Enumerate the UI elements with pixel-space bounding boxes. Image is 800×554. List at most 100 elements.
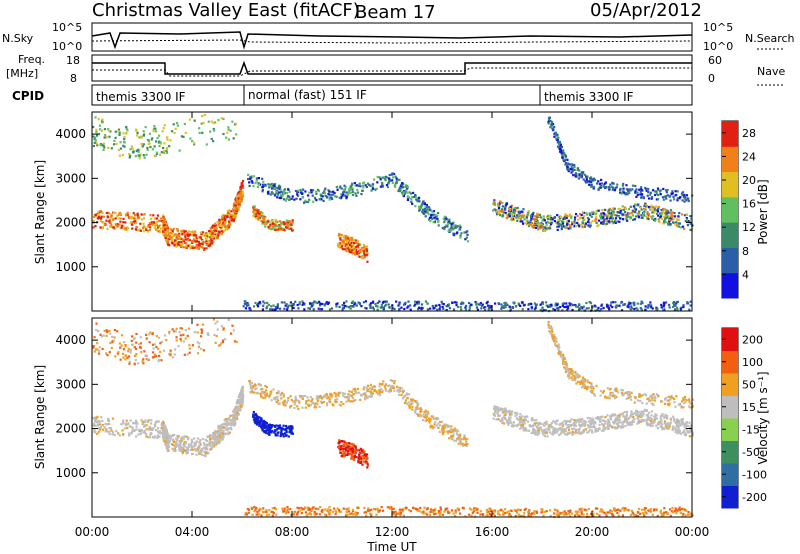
echo-cell: [280, 190, 283, 193]
echo-cell: [166, 229, 169, 232]
echo-cell: [682, 195, 685, 198]
echo-cell: [536, 214, 539, 217]
echo-cell: [268, 220, 271, 223]
echo-cell: [651, 215, 655, 218]
echo-cell: [585, 301, 588, 305]
echo-cell: [620, 212, 623, 215]
echo-cell: [376, 305, 379, 308]
echo-cell: [269, 308, 272, 311]
echo-cell: [399, 389, 402, 393]
echo-cell: [666, 209, 669, 213]
echo-cell: [231, 218, 234, 222]
echo-cell: [162, 225, 165, 228]
echo-cell: [97, 427, 101, 430]
echo-cell: [212, 237, 216, 240]
echo-cell: [376, 181, 379, 184]
echo-cell: [655, 209, 658, 212]
echo-cell: [662, 187, 665, 191]
echo-cell: [223, 219, 227, 222]
echo-cell: [458, 224, 462, 227]
echo-cell: [328, 190, 331, 193]
echo-cell: [351, 396, 354, 400]
echo-cell: [254, 422, 257, 425]
echo-cell: [578, 225, 581, 228]
echo-cell: [574, 175, 577, 178]
echo-cell: [225, 428, 228, 431]
echo-cell: [523, 214, 526, 217]
echo-cell: [501, 214, 505, 217]
echo-cell: [664, 221, 667, 224]
echo-cell: [641, 302, 644, 305]
echo-cell: [102, 148, 105, 152]
echo-cell: [169, 436, 172, 439]
echo-cell: [185, 245, 188, 248]
echo-cell: [558, 218, 561, 221]
echo-cell: [565, 163, 569, 166]
echo-cell: [191, 344, 195, 347]
echo-cell: [362, 388, 365, 391]
echo-cell: [272, 304, 275, 307]
echo-cell: [587, 307, 590, 310]
echo-cell: [211, 236, 214, 239]
echo-cell: [586, 175, 589, 178]
echo-cell: [213, 227, 216, 230]
echo-cell: [364, 251, 368, 254]
echo-cell: [368, 183, 371, 187]
echo-cell: [639, 193, 642, 196]
echo-cell: [162, 127, 165, 130]
echo-cell: [168, 235, 172, 239]
echo-cell: [228, 222, 232, 225]
echo-cell: [599, 185, 602, 188]
echo-cell: [429, 307, 432, 310]
echo-cell: [534, 304, 538, 307]
echo-cell: [499, 201, 503, 204]
echo-cell: [487, 308, 490, 311]
echo-cell: [560, 226, 563, 229]
echo-cell: [631, 184, 635, 187]
echo-cell: [620, 301, 623, 304]
echo-cell: [114, 130, 117, 133]
echo-cell: [212, 431, 215, 435]
echo-cell: [133, 214, 137, 217]
echo-cell: [396, 385, 399, 388]
cpid-segment-2: normal (fast) 151 IF: [248, 88, 367, 102]
nsky-tick-low: 10^0: [52, 40, 82, 53]
echo-cell: [296, 193, 299, 196]
echo-cell: [93, 336, 96, 339]
echo-cell: [353, 251, 356, 254]
echo-cell: [226, 210, 229, 213]
echo-cell: [375, 187, 378, 190]
echo-cell: [527, 221, 530, 225]
echo-cell: [512, 213, 515, 216]
echo-cell: [153, 355, 156, 358]
echo-cell: [538, 214, 541, 218]
echo-cell: [129, 148, 132, 151]
echo-cell: [193, 331, 196, 334]
echo-cell: [221, 339, 225, 342]
echo-cell: [669, 194, 672, 197]
echo-cell: [609, 218, 613, 222]
echo-cell: [668, 211, 671, 214]
echo-cell: [165, 429, 168, 432]
echo-cell: [96, 348, 99, 351]
echo-cell: [369, 383, 372, 386]
echo-cell: [191, 234, 194, 237]
echo-cell: [357, 246, 360, 249]
echo-cell: [201, 329, 204, 332]
echo-cell: [303, 394, 307, 397]
echo-cell: [145, 228, 148, 231]
echo-cell: [486, 304, 490, 307]
echo-cell: [591, 212, 594, 215]
echo-cell: [185, 451, 188, 454]
nsearch-trace: [91, 39, 693, 44]
echo-cell: [240, 182, 244, 185]
echo-cell: [216, 432, 219, 435]
echo-cell: [154, 225, 157, 228]
echo-cell: [128, 432, 131, 435]
echo-cell: [267, 225, 270, 229]
echo-cell: [362, 248, 365, 252]
echo-cell: [99, 219, 102, 223]
echo-cell: [99, 209, 102, 213]
echo-cell: [343, 248, 347, 251]
echo-cell: [663, 303, 666, 306]
